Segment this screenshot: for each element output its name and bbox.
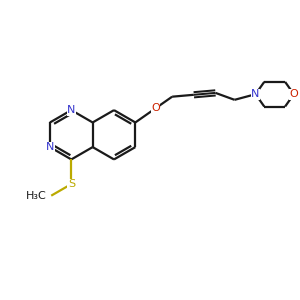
Text: H₃C: H₃C: [26, 191, 47, 201]
Text: N: N: [251, 89, 260, 99]
Text: O: O: [290, 89, 298, 99]
Text: N: N: [67, 105, 76, 115]
Text: S: S: [68, 179, 75, 189]
Text: O: O: [151, 103, 160, 113]
Text: N: N: [46, 142, 54, 152]
